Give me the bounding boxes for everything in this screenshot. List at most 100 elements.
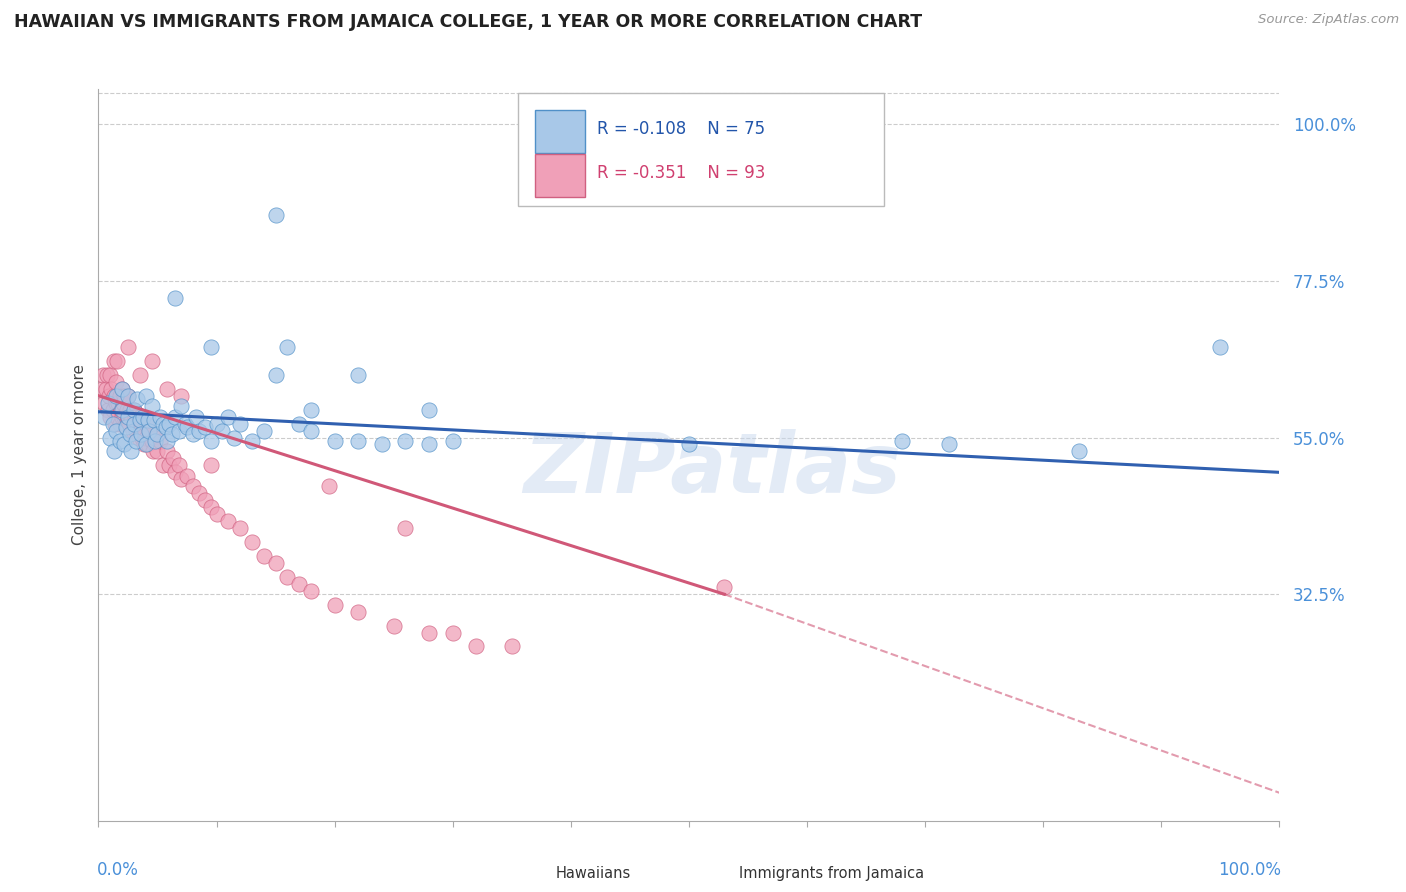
- Point: [135, 389, 157, 403]
- Point: [217, 409, 239, 424]
- Point: [117, 409, 139, 424]
- Point: [138, 424, 160, 438]
- Point: [104, 417, 127, 431]
- Point: [129, 427, 152, 442]
- Point: [112, 389, 135, 403]
- Point: [253, 549, 276, 563]
- Point: [264, 368, 287, 382]
- Point: [187, 424, 209, 438]
- Point: [253, 424, 276, 438]
- Text: 100.0%: 100.0%: [1218, 861, 1281, 879]
- Text: R = -0.351    N = 93: R = -0.351 N = 93: [596, 163, 765, 182]
- Point: [347, 434, 370, 448]
- Point: [124, 409, 146, 424]
- Text: 0.0%: 0.0%: [97, 861, 139, 879]
- Point: [127, 392, 149, 407]
- Point: [371, 437, 394, 451]
- Point: [141, 434, 163, 448]
- Point: [186, 409, 208, 424]
- Text: Hawaiians: Hawaiians: [555, 866, 631, 880]
- Point: [501, 640, 523, 654]
- Point: [105, 395, 128, 409]
- Point: [347, 368, 370, 382]
- Point: [122, 417, 145, 431]
- Point: [142, 413, 165, 427]
- Point: [200, 340, 222, 354]
- Point: [135, 417, 157, 431]
- Point: [100, 382, 122, 396]
- Point: [441, 434, 464, 448]
- Point: [114, 417, 136, 431]
- Point: [299, 424, 322, 438]
- Point: [205, 507, 228, 521]
- Point: [132, 409, 155, 424]
- Point: [128, 424, 150, 438]
- Point: [441, 625, 464, 640]
- Point: [98, 368, 121, 382]
- Point: [418, 625, 440, 640]
- Point: [131, 430, 153, 444]
- Point: [94, 382, 117, 396]
- Point: [105, 375, 128, 389]
- Point: [122, 402, 145, 417]
- Point: [101, 417, 124, 431]
- Point: [105, 409, 128, 424]
- Text: R = -0.108    N = 75: R = -0.108 N = 75: [596, 120, 765, 137]
- Point: [678, 437, 700, 451]
- FancyBboxPatch shape: [517, 93, 884, 206]
- Point: [299, 583, 322, 598]
- Point: [93, 395, 115, 409]
- Point: [146, 444, 169, 458]
- Point: [394, 521, 416, 535]
- Text: Source: ZipAtlas.com: Source: ZipAtlas.com: [1258, 13, 1399, 27]
- Point: [418, 402, 440, 417]
- Y-axis label: College, 1 year or more: College, 1 year or more: [72, 365, 87, 545]
- Point: [118, 417, 141, 431]
- Point: [129, 417, 152, 431]
- Point: [200, 500, 222, 515]
- Point: [155, 420, 177, 434]
- Point: [101, 402, 124, 417]
- Point: [156, 434, 179, 448]
- Point: [157, 458, 180, 473]
- Point: [165, 409, 187, 424]
- Point: [146, 427, 169, 442]
- Point: [97, 395, 120, 409]
- Point: [205, 417, 228, 431]
- Point: [288, 417, 311, 431]
- Point: [152, 417, 174, 431]
- Point: [347, 605, 370, 619]
- Point: [194, 420, 217, 434]
- Point: [465, 640, 488, 654]
- Point: [128, 409, 150, 424]
- Point: [107, 395, 129, 409]
- Point: [288, 576, 311, 591]
- Point: [128, 368, 150, 382]
- Point: [167, 424, 190, 438]
- Point: [165, 466, 187, 480]
- Point: [135, 437, 157, 451]
- Point: [103, 354, 125, 368]
- Point: [136, 413, 159, 427]
- Point: [149, 434, 172, 448]
- Point: [132, 424, 155, 438]
- Point: [152, 458, 174, 473]
- Point: [117, 409, 139, 424]
- Point: [112, 437, 135, 451]
- Point: [115, 402, 138, 417]
- Point: [120, 402, 142, 417]
- Point: [114, 420, 136, 434]
- Point: [167, 458, 190, 473]
- Point: [299, 402, 322, 417]
- Text: HAWAIIAN VS IMMIGRANTS FROM JAMAICA COLLEGE, 1 YEAR OR MORE CORRELATION CHART: HAWAIIAN VS IMMIGRANTS FROM JAMAICA COLL…: [14, 13, 922, 31]
- Point: [105, 424, 128, 438]
- Point: [135, 430, 157, 444]
- Point: [120, 427, 142, 442]
- Point: [1209, 340, 1232, 354]
- Point: [138, 424, 160, 438]
- Point: [111, 409, 134, 424]
- Point: [111, 382, 134, 396]
- FancyBboxPatch shape: [516, 863, 546, 884]
- Point: [713, 580, 735, 594]
- Point: [323, 434, 346, 448]
